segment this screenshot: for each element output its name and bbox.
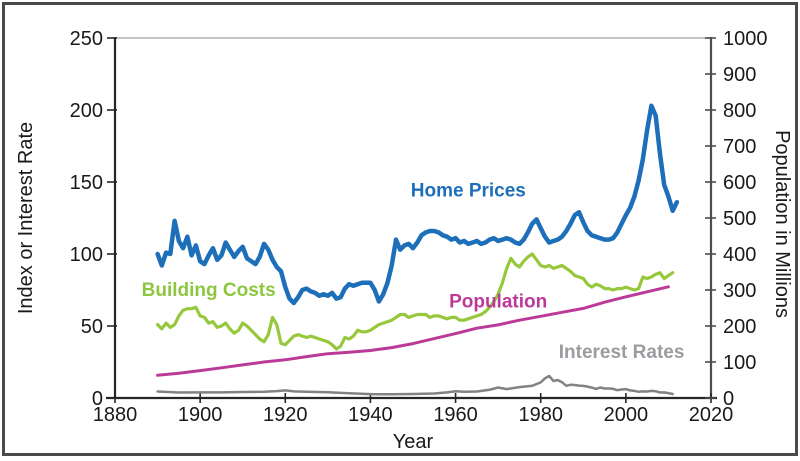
series-line-interest-rates xyxy=(156,374,674,396)
right-tick-label: 900 xyxy=(723,64,756,86)
left-tick-label: 50 xyxy=(81,316,103,338)
series-line-home-prices xyxy=(155,103,680,306)
left-tick-label: 0 xyxy=(92,388,103,410)
x-tick-label: 1940 xyxy=(348,404,393,426)
right-tick-label: 200 xyxy=(723,316,756,338)
series-lines xyxy=(155,103,680,396)
series-label-interest-rates: Interest Rates xyxy=(559,342,685,363)
right-tick-label: 100 xyxy=(723,352,756,374)
right-tick-label: 800 xyxy=(723,100,756,122)
figure-frame xyxy=(2,2,798,456)
series-line-population xyxy=(156,285,670,377)
right-tick-label: 300 xyxy=(723,280,756,302)
series-labels: Home Prices Building Costs Population Inter… xyxy=(142,181,685,363)
left-tick-label: 100 xyxy=(70,244,103,266)
x-tick-label: 1980 xyxy=(518,404,563,426)
x-axis-title: Year xyxy=(393,431,434,453)
right-tick-label: 700 xyxy=(723,136,756,158)
left-axis-ticks: 0 50 100 150 200 250 xyxy=(70,28,117,410)
right-tick-label: 600 xyxy=(723,172,756,194)
series-label-population: Population xyxy=(449,292,547,313)
right-tick-label: 0 xyxy=(723,388,734,410)
right-tick-label: 500 xyxy=(723,208,756,230)
right-axis-title: Population in Millions xyxy=(771,130,793,318)
series-label-home-prices: Home Prices xyxy=(411,181,526,202)
left-tick-label: 200 xyxy=(70,100,103,122)
right-tick-label: 1000 xyxy=(723,28,768,50)
series-line-building-costs xyxy=(156,252,675,351)
x-tick-label: 1900 xyxy=(178,404,223,426)
left-tick-label: 150 xyxy=(70,172,103,194)
series-label-building-costs: Building Costs xyxy=(142,280,276,301)
x-tick-label: 1960 xyxy=(433,404,478,426)
x-axis-ticks: 1880 1900 1920 1940 1960 1980 2000 2020 xyxy=(93,393,734,426)
right-axis-ticks: 0 100 200 300 400 500 600 700 800 900 1000 xyxy=(705,28,768,410)
left-tick-label: 250 xyxy=(70,28,103,50)
x-tick-label: 1880 xyxy=(93,404,138,426)
x-tick-label: 1920 xyxy=(263,404,308,426)
x-tick-label: 2020 xyxy=(689,404,734,426)
left-axis-title: Index or Interest Rate xyxy=(15,122,37,314)
right-tick-label: 400 xyxy=(723,244,756,266)
x-tick-label: 2000 xyxy=(604,404,649,426)
